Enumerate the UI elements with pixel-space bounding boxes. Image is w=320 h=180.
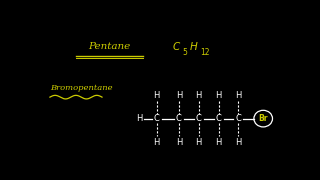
Text: 12: 12 <box>200 48 210 57</box>
Text: H: H <box>176 91 182 100</box>
Text: H: H <box>215 138 222 147</box>
Text: H: H <box>196 91 202 100</box>
Text: Bromopentane: Bromopentane <box>50 84 113 92</box>
Text: H: H <box>190 42 198 51</box>
Text: H: H <box>215 91 222 100</box>
Text: C: C <box>216 114 221 123</box>
Text: H: H <box>235 138 242 147</box>
Text: Pentane: Pentane <box>88 42 131 51</box>
Text: H: H <box>196 138 202 147</box>
Text: H: H <box>176 138 182 147</box>
Text: H: H <box>235 91 242 100</box>
Text: C: C <box>154 114 159 123</box>
Text: C: C <box>196 114 202 123</box>
Text: Br: Br <box>259 114 268 123</box>
Text: C: C <box>173 42 180 51</box>
Text: C: C <box>236 114 241 123</box>
Text: H: H <box>153 138 160 147</box>
Text: H: H <box>136 114 142 123</box>
Text: H: H <box>153 91 160 100</box>
Text: 5: 5 <box>182 48 187 57</box>
Text: C: C <box>176 114 182 123</box>
